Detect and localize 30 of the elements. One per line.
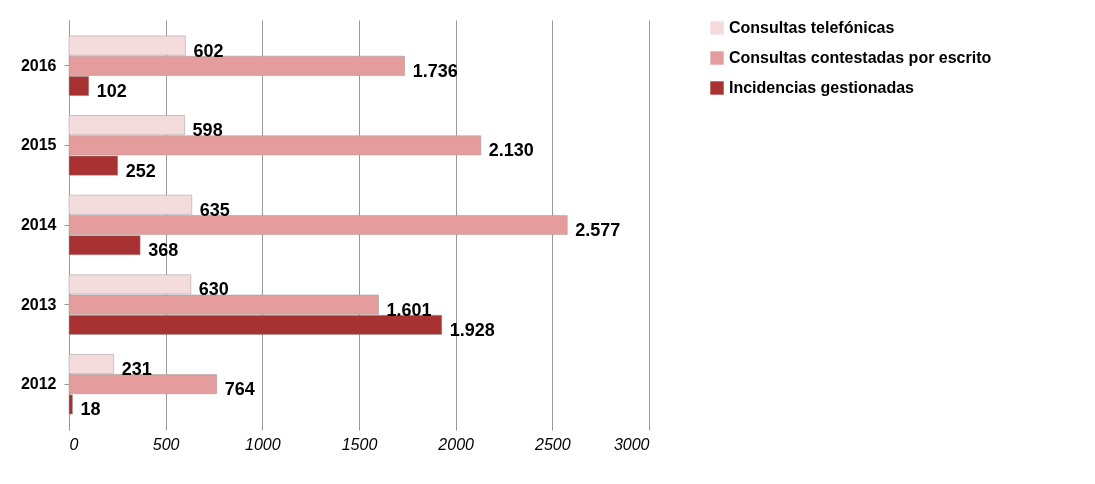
data-label: 630 xyxy=(198,279,229,300)
data-label: 2.130 xyxy=(488,140,534,161)
y-tick-label: 2013 xyxy=(20,295,57,313)
legend-label: Consultas telefónicas xyxy=(729,19,895,36)
x-tick-label: 1500 xyxy=(341,435,378,453)
y-tick-label: 2012 xyxy=(20,375,57,393)
data-label: 635 xyxy=(199,199,230,220)
x-tick-label: 0 xyxy=(69,435,79,453)
data-label: 102 xyxy=(96,81,127,102)
data-label: 2.577 xyxy=(575,220,621,240)
data-label: 1.928 xyxy=(449,319,495,340)
data-label: 602 xyxy=(193,40,224,61)
data-label: 231 xyxy=(121,358,152,379)
legend-label: Consultas contestadas por escrito xyxy=(729,49,992,66)
x-tick-label: 1000 xyxy=(245,435,281,453)
y-tick-label: 2014 xyxy=(20,216,57,233)
legend-label: Incidencias gestionadas xyxy=(729,79,915,96)
x-tick-label: 2500 xyxy=(534,435,571,453)
data-label: 18 xyxy=(80,399,101,420)
x-tick-label: 2000 xyxy=(437,435,475,453)
y-tick-label: 2016 xyxy=(20,56,57,74)
x-tick-label: 3000 xyxy=(613,435,650,453)
data-label: 764 xyxy=(224,379,255,400)
data-label: 252 xyxy=(125,160,156,181)
x-tick-label: 500 xyxy=(152,435,180,453)
data-label: 1.601 xyxy=(386,299,432,320)
data-label: 368 xyxy=(148,240,179,261)
data-label: 598 xyxy=(192,120,223,141)
y-tick-label: 2015 xyxy=(20,136,57,154)
data-label: 1.736 xyxy=(412,60,458,81)
